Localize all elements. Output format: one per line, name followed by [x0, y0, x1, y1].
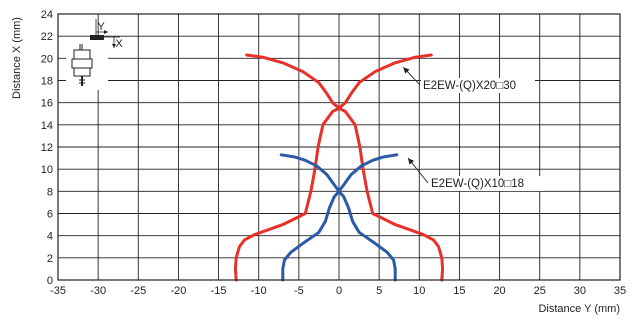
callout-label: E2EW-(Q)X10□18	[431, 178, 524, 190]
x-tick-label: 30	[574, 285, 586, 297]
y-axis-label: Distance X (mm)	[11, 17, 23, 99]
y-tick-label: 6	[47, 209, 53, 221]
x-tick-label: 35	[614, 285, 626, 297]
x-tick-label: 10	[413, 285, 425, 297]
callout-label-background	[421, 78, 535, 93]
y-tick-label: 16	[41, 98, 53, 110]
y-tick-label: 10	[41, 164, 53, 176]
x-tick-label: 0	[336, 285, 342, 297]
y-tick-label: 2	[47, 253, 53, 265]
plot-frame	[57, 13, 621, 281]
inset-y-label: Y	[97, 21, 105, 33]
y-tick-label: 12	[41, 142, 53, 154]
inset-x-label: X	[115, 38, 123, 50]
y-tick-label: 18	[41, 76, 53, 88]
callout-arrowhead	[408, 158, 415, 165]
series-0-curve-1	[245, 53, 445, 282]
x-tick-label: -5	[294, 285, 304, 297]
y-tick-label: 14	[41, 120, 53, 132]
y-tick-label: 22	[41, 31, 53, 43]
series-0-curve-0	[233, 53, 433, 282]
y-tick-label: 24	[41, 9, 53, 21]
y-tick-label: 20	[41, 53, 53, 65]
x-tick-labels: -35 -30 -25 -20 -15 -10 -5 0 5 10 15 20 25 30 35	[50, 285, 626, 297]
x-tick-label: 20	[493, 285, 505, 297]
series-1-curve-1	[279, 153, 397, 282]
x-tick-label: -35	[50, 285, 66, 297]
y-tick-label: 8	[47, 186, 53, 198]
x-tick-label: 25	[534, 285, 546, 297]
y-tick-label: 4	[47, 231, 53, 243]
callout-arrowhead	[403, 67, 410, 74]
x-tick-label: -30	[90, 285, 106, 297]
y-tick-label: 0	[47, 275, 53, 287]
x-tick-label: 5	[376, 285, 382, 297]
series-1-curve-0	[281, 153, 399, 282]
callout-label-background	[429, 176, 543, 191]
data-curves	[233, 53, 445, 282]
x-tick-label: -20	[170, 285, 186, 297]
callouts: E2EW-(Q)X20□30 E2EW-(Q)X10□18	[402, 66, 543, 191]
x-tick-label: -25	[130, 285, 146, 297]
x-tick-label: -10	[251, 285, 267, 297]
x-tick-label: 15	[453, 285, 465, 297]
sensor-orientation-icon: Y X	[66, 19, 123, 90]
x-tick-label: -15	[211, 285, 227, 297]
callout-label: E2EW-(Q)X20□30	[423, 80, 516, 92]
x-axis-label: Distance Y (mm)	[538, 303, 620, 315]
